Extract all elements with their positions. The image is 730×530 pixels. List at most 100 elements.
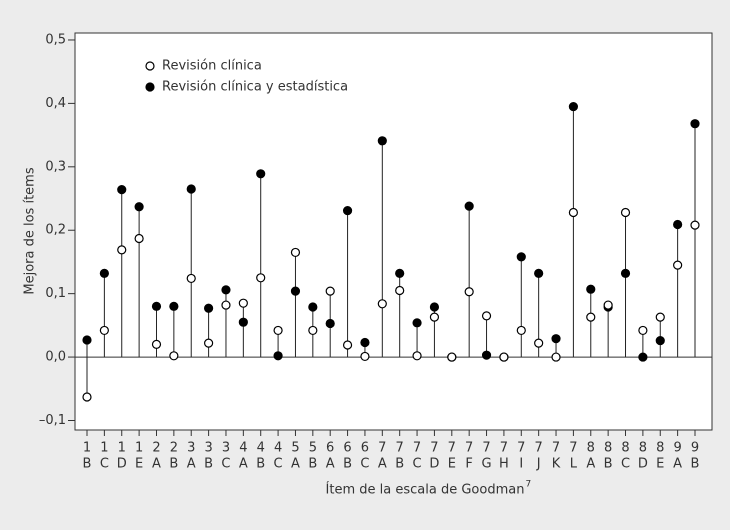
x-tick-label: 9	[691, 441, 699, 456]
x-tick-label: 5	[291, 441, 299, 456]
x-tick-label: G	[482, 457, 492, 472]
point	[620, 207, 631, 218]
point	[290, 247, 301, 258]
x-tick-label: 3	[187, 441, 195, 456]
x-tick-label: 3	[204, 441, 212, 456]
x-tick-label: A	[152, 457, 161, 472]
point	[134, 202, 144, 212]
point	[256, 169, 266, 179]
point	[534, 338, 544, 348]
x-tick-label: 6	[343, 441, 351, 456]
point	[308, 302, 318, 312]
x-tick-label: D	[638, 457, 648, 472]
y-tick-label: 0,2	[45, 223, 66, 238]
x-tick-label: 7	[569, 441, 577, 456]
point	[221, 285, 231, 295]
x-tick-label: B	[308, 457, 317, 472]
point	[516, 252, 526, 262]
legend-marker	[145, 61, 155, 71]
point	[568, 207, 579, 218]
point	[464, 287, 474, 297]
x-tick-label: E	[135, 457, 143, 472]
x-tick-label: 6	[361, 441, 369, 456]
x-tick-label: I	[519, 457, 523, 472]
x-tick-label: B	[83, 457, 92, 472]
point	[534, 268, 544, 278]
point	[516, 325, 526, 336]
y-axis-label: Mejora de los ítems	[23, 167, 38, 294]
y-tick-label: 0,3	[45, 159, 66, 174]
x-tick-label: 8	[621, 441, 629, 456]
x-tick-label: C	[274, 457, 283, 472]
point	[499, 352, 509, 362]
x-tick-label: D	[429, 457, 439, 472]
point	[481, 311, 492, 321]
y-tick-label: –0,1	[39, 413, 66, 428]
x-tick-label: 7	[535, 441, 543, 456]
point	[186, 184, 196, 194]
point	[325, 286, 335, 296]
point	[412, 351, 422, 361]
point	[342, 340, 353, 350]
point	[273, 351, 283, 361]
point	[169, 301, 179, 311]
point	[186, 273, 196, 284]
point	[117, 245, 127, 255]
x-tick-label: B	[691, 457, 700, 472]
x-tick-label: A	[378, 457, 387, 472]
point	[464, 201, 474, 211]
x-tick-label: B	[604, 457, 613, 472]
point	[325, 318, 335, 329]
x-tick-label: J	[536, 457, 541, 472]
x-tick-label: A	[187, 457, 196, 472]
point	[655, 312, 665, 322]
point	[151, 339, 162, 349]
point	[151, 301, 162, 311]
point	[620, 268, 631, 278]
y-tick-label: 0,1	[45, 286, 66, 301]
x-tick-label: B	[256, 457, 265, 472]
point	[395, 268, 405, 278]
point	[690, 119, 700, 129]
legend-marker	[145, 82, 155, 92]
x-tick-label: 3	[222, 441, 230, 456]
point	[551, 334, 561, 344]
x-tick-label: C	[221, 457, 230, 472]
x-tick-label: 4	[274, 441, 282, 456]
point	[360, 337, 370, 348]
x-tick-label: E	[656, 457, 664, 472]
x-axis-label: Ítem de la escala de Goodman	[326, 482, 525, 498]
x-tick-label: A	[586, 457, 595, 472]
x-tick-label: B	[343, 457, 352, 472]
x-tick-label: 8	[604, 441, 612, 456]
y-tick-label: 0,5	[45, 32, 66, 47]
point	[429, 312, 440, 322]
x-tick-label: B	[169, 457, 178, 472]
point	[204, 338, 214, 348]
point	[169, 351, 179, 361]
x-tick-label: 7	[413, 441, 421, 456]
point	[99, 325, 109, 336]
point	[238, 317, 248, 327]
x-tick-label: B	[204, 457, 213, 472]
point	[360, 351, 370, 362]
point	[673, 219, 683, 230]
x-tick-label: 6	[326, 441, 334, 456]
point	[638, 325, 648, 336]
x-tick-label: 7	[517, 441, 525, 456]
x-tick-label: 2	[170, 441, 178, 456]
point	[447, 352, 457, 362]
plot-area	[74, 32, 713, 431]
x-tick-label: 4	[257, 441, 265, 456]
x-tick-label: D	[117, 457, 127, 472]
point	[256, 273, 266, 283]
x-tick-label: C	[360, 457, 369, 472]
x-tick-label: 7	[378, 441, 386, 456]
point	[273, 325, 283, 336]
x-tick-label: H	[499, 457, 509, 472]
point	[655, 335, 665, 346]
legend-label: Revisión clínica	[162, 59, 262, 74]
x-tick-label: 8	[587, 441, 595, 456]
point	[117, 185, 127, 195]
